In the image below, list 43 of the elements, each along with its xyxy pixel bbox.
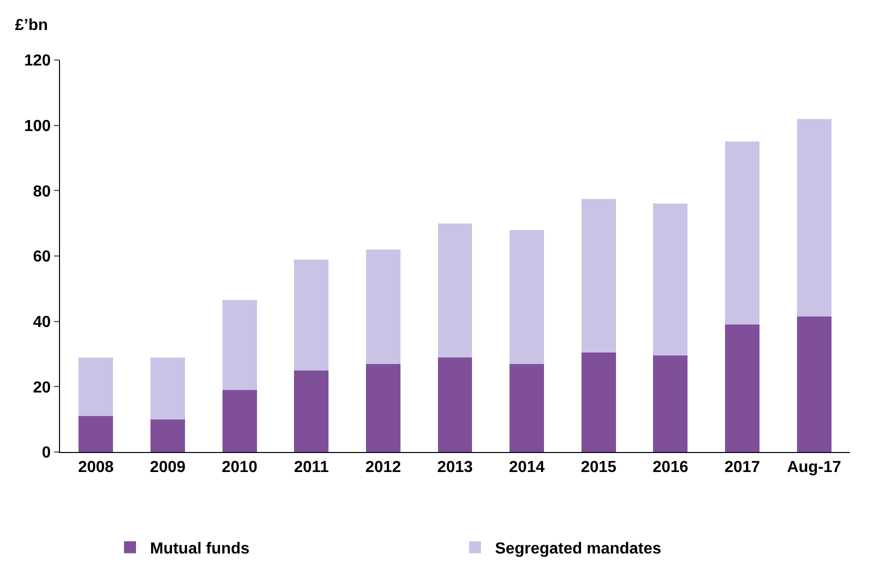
bar [294, 370, 329, 452]
y-tick-label: 20 [33, 379, 51, 396]
bar [725, 142, 760, 325]
x-tick-label: 2010 [222, 459, 258, 476]
bar [581, 352, 616, 452]
y-tick-label: 40 [33, 314, 51, 331]
bar [581, 198, 616, 352]
bar [796, 118, 832, 316]
bar [796, 316, 832, 452]
legend-label: Mutual funds [150, 540, 250, 558]
bar [438, 357, 472, 452]
bar [653, 204, 688, 356]
y-tick-label: 60 [33, 248, 51, 266]
legend-label: Segregated mandates [495, 540, 662, 558]
x-tick-label: 2015 [580, 459, 617, 476]
bar [222, 300, 257, 390]
y-tick-label: 0 [42, 444, 51, 462]
bar [150, 357, 185, 420]
y-axis-title: £’bn [15, 17, 48, 34]
bar [366, 249, 400, 364]
x-tick-label: 2014 [509, 459, 545, 476]
bar [366, 364, 400, 452]
bar [222, 390, 257, 452]
bar [510, 364, 544, 452]
x-tick-label: 2013 [437, 459, 473, 476]
x-tick-label: 2017 [724, 459, 760, 476]
bar [294, 259, 329, 370]
y-tick-label: 100 [24, 118, 51, 135]
x-tick-label: 2011 [294, 459, 329, 476]
bar [78, 357, 114, 416]
bar [78, 416, 114, 452]
bar [725, 324, 760, 452]
bar [510, 230, 544, 364]
y-tick-label: 80 [33, 183, 51, 200]
bar [653, 356, 688, 452]
x-tick-label: 2009 [150, 459, 186, 476]
x-tick-label: 2016 [652, 459, 688, 476]
x-tick-label: Aug-17 [786, 459, 842, 476]
bar [150, 419, 185, 452]
bar [438, 223, 472, 358]
x-tick-label: 2012 [365, 459, 402, 476]
y-tick-label: 120 [24, 52, 51, 70]
x-tick-label: 2008 [78, 459, 114, 476]
